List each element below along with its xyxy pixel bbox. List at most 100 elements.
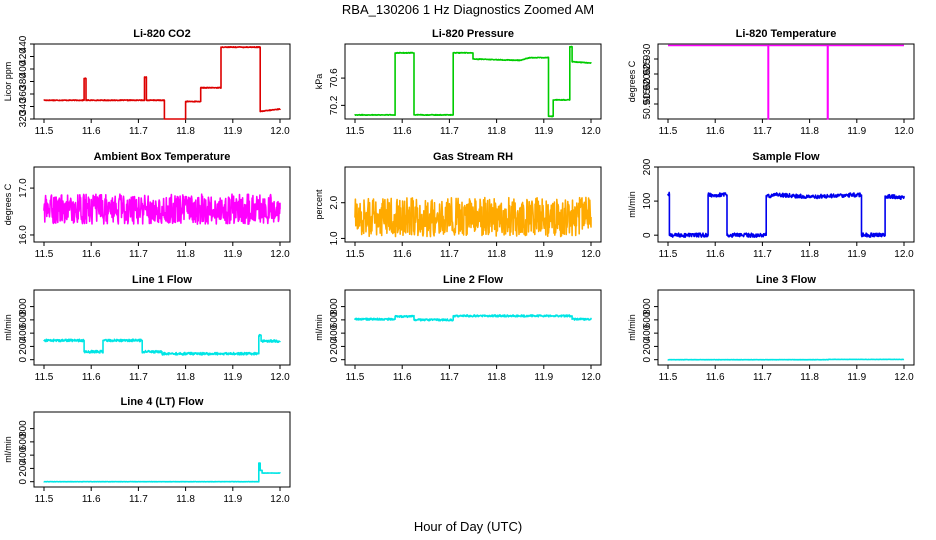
y-tick-label: 0 xyxy=(18,356,29,362)
y-tick-label: 200 xyxy=(18,338,29,355)
y-axis-label: ml/min xyxy=(3,436,13,463)
y-tick-label: 400 xyxy=(18,60,29,77)
x-tick-label: 11.8 xyxy=(176,372,195,383)
x-tick-label: 11.6 xyxy=(706,249,725,260)
series-line xyxy=(667,44,905,120)
y-tick-label: 200 xyxy=(642,338,653,355)
y-tick-label: 600 xyxy=(329,311,340,328)
x-tick-label: 11.5 xyxy=(35,372,54,383)
panel-title: Gas Stream RH xyxy=(433,151,513,163)
x-tick-label: 11.9 xyxy=(223,249,242,260)
x-tick-label: 12.0 xyxy=(894,372,914,383)
x-tick-label: 11.7 xyxy=(753,249,772,260)
y-axis-label: degrees C xyxy=(3,183,13,225)
x-tick-label: 11.9 xyxy=(223,126,242,137)
y-tick-label: 50.930 xyxy=(642,43,653,74)
x-tick-label: 11.5 xyxy=(346,126,365,137)
series-line xyxy=(43,46,281,120)
x-tick-label: 11.6 xyxy=(82,372,101,383)
series-line xyxy=(667,191,905,238)
x-tick-label: 11.8 xyxy=(176,494,195,505)
panel-title: Line 2 Flow xyxy=(443,274,503,286)
series-line xyxy=(667,358,905,361)
x-tick-label: 12.0 xyxy=(581,126,601,137)
x-tick-label: 11.8 xyxy=(800,249,819,260)
y-tick-label: 17.0 xyxy=(18,178,29,198)
x-tick-label: 11.7 xyxy=(129,126,148,137)
x-tick-label: 11.5 xyxy=(659,372,678,383)
y-tick-label: 0 xyxy=(18,478,29,484)
x-tick-label: 11.7 xyxy=(440,126,459,137)
y-tick-label: 800 xyxy=(642,298,653,315)
y-tick-label: 400 xyxy=(329,324,340,341)
y-tick-label: 800 xyxy=(329,298,340,315)
figure-title: RBA_130206 1 Hz Diagnostics Zoomed AM xyxy=(342,2,594,17)
y-tick-label: 360 xyxy=(18,85,29,102)
chart-panel: Li-820 CO2 Licor ppm 320340360380400420440… xyxy=(3,28,291,137)
y-axis-label: ml/min xyxy=(314,314,324,341)
x-tick-label: 12.0 xyxy=(270,126,290,137)
x-tick-label: 11.5 xyxy=(35,494,54,505)
y-tick-label: 320 xyxy=(18,110,29,127)
panel-title: Ambient Box Temperature xyxy=(94,151,231,163)
x-tick-label: 11.5 xyxy=(346,249,365,260)
plot-frame xyxy=(33,43,291,120)
x-tick-label: 11.6 xyxy=(393,126,412,137)
x-tick-label: 11.7 xyxy=(129,372,148,383)
y-tick-label: 70.6 xyxy=(329,68,340,88)
x-tick-label: 12.0 xyxy=(270,249,290,260)
y-tick-label: 600 xyxy=(642,311,653,328)
y-tick-label: 400 xyxy=(642,324,653,341)
x-tick-label: 11.7 xyxy=(753,126,772,137)
y-axis-label: percent xyxy=(314,189,324,220)
x-tick-label: 11.7 xyxy=(129,249,148,260)
x-tick-label: 11.8 xyxy=(176,126,195,137)
y-tick-label: 1.0 xyxy=(329,231,340,245)
chart-panel: Sample Flow ml/min 0 100 200 11.5 11.6 11.7 11.8… xyxy=(627,151,915,260)
plot-frame xyxy=(33,166,291,243)
plot-frame xyxy=(657,289,915,366)
x-tick-label: 11.6 xyxy=(706,372,725,383)
x-tick-label: 11.5 xyxy=(659,249,678,260)
y-axis-label: degrees C xyxy=(627,60,637,102)
y-tick-label: 50.920 xyxy=(642,73,653,104)
y-tick-label: 50.925 xyxy=(642,58,653,89)
panel-title: Line 3 Flow xyxy=(756,274,816,286)
x-tick-label: 11.6 xyxy=(393,372,412,383)
y-tick-label: 2.0 xyxy=(329,195,340,209)
y-tick-label: 0 xyxy=(642,232,653,238)
series-line xyxy=(354,314,592,322)
y-axis-label: ml/min xyxy=(627,191,637,218)
x-tick-label: 11.9 xyxy=(534,249,553,260)
x-tick-label: 11.9 xyxy=(847,249,866,260)
x-tick-label: 11.5 xyxy=(35,249,54,260)
x-tick-label: 12.0 xyxy=(581,249,601,260)
x-axis-label: Hour of Day (UTC) xyxy=(414,519,522,534)
x-tick-label: 11.9 xyxy=(847,372,866,383)
x-tick-label: 11.6 xyxy=(82,494,101,505)
x-tick-label: 11.9 xyxy=(847,126,866,137)
plot-frame xyxy=(657,43,915,120)
chart-panel: Li-820 Temperature degrees C 50.91550.9205… xyxy=(627,28,915,137)
panel-title: Li-820 CO2 xyxy=(133,28,190,40)
x-tick-label: 12.0 xyxy=(894,249,914,260)
series-line xyxy=(43,462,281,483)
y-tick-label: 340 xyxy=(18,98,29,115)
panel-title: Line 1 Flow xyxy=(132,274,192,286)
x-tick-label: 11.5 xyxy=(659,126,678,137)
y-axis-label: ml/min xyxy=(3,314,13,341)
x-tick-label: 11.8 xyxy=(487,372,506,383)
y-tick-label: 100 xyxy=(642,192,653,209)
y-tick-label: 600 xyxy=(18,433,29,450)
y-tick-label: 600 xyxy=(18,311,29,328)
x-tick-label: 11.6 xyxy=(393,249,412,260)
x-tick-label: 11.7 xyxy=(129,494,148,505)
x-tick-label: 11.9 xyxy=(534,372,553,383)
x-tick-label: 11.5 xyxy=(346,372,365,383)
y-tick-label: 800 xyxy=(18,298,29,315)
x-tick-label: 11.7 xyxy=(440,249,459,260)
series-line xyxy=(43,333,281,356)
